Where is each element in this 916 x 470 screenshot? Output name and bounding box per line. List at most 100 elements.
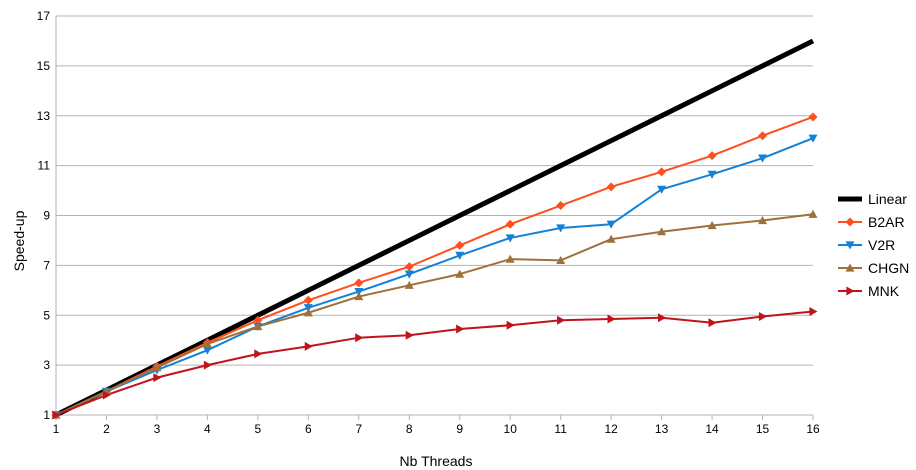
data-point-chgn: [202, 339, 212, 348]
legend-marker-b2ar: [845, 217, 855, 227]
data-point-v2r: [455, 251, 465, 260]
data-point-b2ar: [606, 182, 616, 192]
x-tick-label: 4: [204, 422, 211, 436]
legend-marker-v2r: [845, 241, 855, 250]
data-point-chgn: [152, 363, 162, 372]
data-point-chgn: [657, 227, 667, 236]
y-tick-label: 11: [38, 159, 51, 173]
x-tick-label: 9: [456, 422, 463, 436]
data-point-chgn: [556, 255, 566, 264]
x-tick-label: 3: [154, 422, 161, 436]
x-tick-label: 13: [655, 422, 669, 436]
y-tick-label: 13: [37, 109, 51, 123]
x-tick-label: 10: [504, 422, 518, 436]
data-point-chgn: [404, 280, 414, 289]
data-point-mnk: [203, 360, 212, 370]
x-tick-label: 2: [103, 422, 110, 436]
data-point-b2ar: [505, 219, 515, 229]
data-point-chgn: [505, 254, 515, 263]
data-point-v2r: [505, 234, 515, 243]
data-point-chgn: [455, 269, 465, 278]
data-point-chgn: [758, 215, 768, 225]
data-point-v2r: [808, 134, 818, 143]
x-tick-label: 5: [255, 422, 262, 436]
y-tick-label: 1: [43, 408, 50, 422]
legend-marker-chgn: [845, 263, 855, 272]
data-point-b2ar: [253, 315, 263, 325]
y-tick-label: 9: [43, 209, 50, 223]
y-tick-label: 5: [43, 308, 50, 322]
data-point-mnk: [557, 315, 566, 325]
series-markers: [51, 112, 818, 420]
series-line-v2r: [55, 137, 814, 416]
data-point-b2ar: [808, 112, 818, 122]
data-point-mnk: [304, 341, 313, 351]
data-point-b2ar: [556, 201, 566, 211]
series-lines: [54, 38, 815, 418]
data-point-b2ar: [404, 262, 414, 272]
legend: Linear B2AR V2R CHGN MNK: [838, 191, 909, 299]
data-point-mnk: [658, 313, 667, 323]
data-point-v2r: [657, 185, 667, 194]
series-line-chgn: [55, 213, 814, 416]
data-point-v2r: [404, 270, 414, 279]
data-point-mnk: [607, 314, 616, 324]
legend-label-mnk: MNK: [868, 283, 900, 299]
data-point-v2r: [606, 220, 616, 229]
data-point-mnk: [809, 307, 818, 317]
data-point-mnk: [456, 324, 465, 334]
data-point-mnk: [254, 349, 263, 359]
series-line-mnk: [55, 310, 814, 416]
data-point-chgn: [354, 292, 364, 301]
data-point-mnk: [506, 320, 515, 330]
x-tick-label: 15: [756, 422, 770, 436]
x-tick-label: 14: [705, 422, 719, 436]
data-point-b2ar: [455, 240, 465, 250]
legend-label-linear: Linear: [868, 191, 907, 207]
data-point-b2ar: [303, 295, 313, 305]
y-tick-label: 17: [37, 9, 51, 23]
data-point-chgn: [606, 234, 616, 243]
data-point-v2r: [556, 224, 566, 233]
series-line-linear: [54, 38, 815, 418]
data-point-mnk: [355, 333, 364, 343]
data-point-mnk: [708, 318, 717, 328]
x-axis-title: Nb Threads: [400, 453, 473, 469]
y-axis-title: Speed-up: [11, 210, 27, 271]
data-point-b2ar: [354, 278, 364, 288]
data-point-v2r: [707, 170, 717, 179]
data-point-mnk: [758, 311, 768, 321]
x-tick-label: 1: [53, 422, 60, 436]
x-tick-label: 11: [554, 422, 567, 436]
data-point-mnk: [405, 330, 414, 340]
data-point-chgn: [253, 321, 263, 331]
y-tick-label: 15: [37, 59, 51, 73]
x-tick-label: 6: [305, 422, 312, 436]
data-point-mnk: [153, 373, 162, 383]
data-point-v2r: [202, 346, 212, 355]
data-point-b2ar: [657, 167, 667, 177]
data-point-v2r: [303, 304, 313, 313]
legend-label-v2r: V2R: [868, 237, 895, 253]
data-point-v2r: [354, 287, 364, 297]
y-tick-label: 7: [43, 258, 50, 272]
data-point-mnk: [102, 390, 111, 400]
x-tick-label: 8: [406, 422, 413, 436]
data-point-b2ar: [758, 131, 768, 141]
legend-label-b2ar: B2AR: [868, 214, 905, 230]
data-point-chgn: [303, 308, 313, 317]
y-tick-label: 3: [43, 358, 50, 372]
data-point-mnk: [52, 410, 61, 420]
data-point-b2ar: [707, 151, 717, 161]
data-point-chgn: [707, 220, 717, 230]
legend-marker-mnk: [846, 286, 855, 296]
legend-label-chgn: CHGN: [868, 260, 909, 276]
x-tick-label: 16: [806, 422, 820, 436]
data-point-chgn: [808, 209, 818, 218]
x-tick-label: 12: [604, 422, 618, 436]
gridlines: [56, 15, 813, 416]
series-line-b2ar: [55, 116, 814, 416]
